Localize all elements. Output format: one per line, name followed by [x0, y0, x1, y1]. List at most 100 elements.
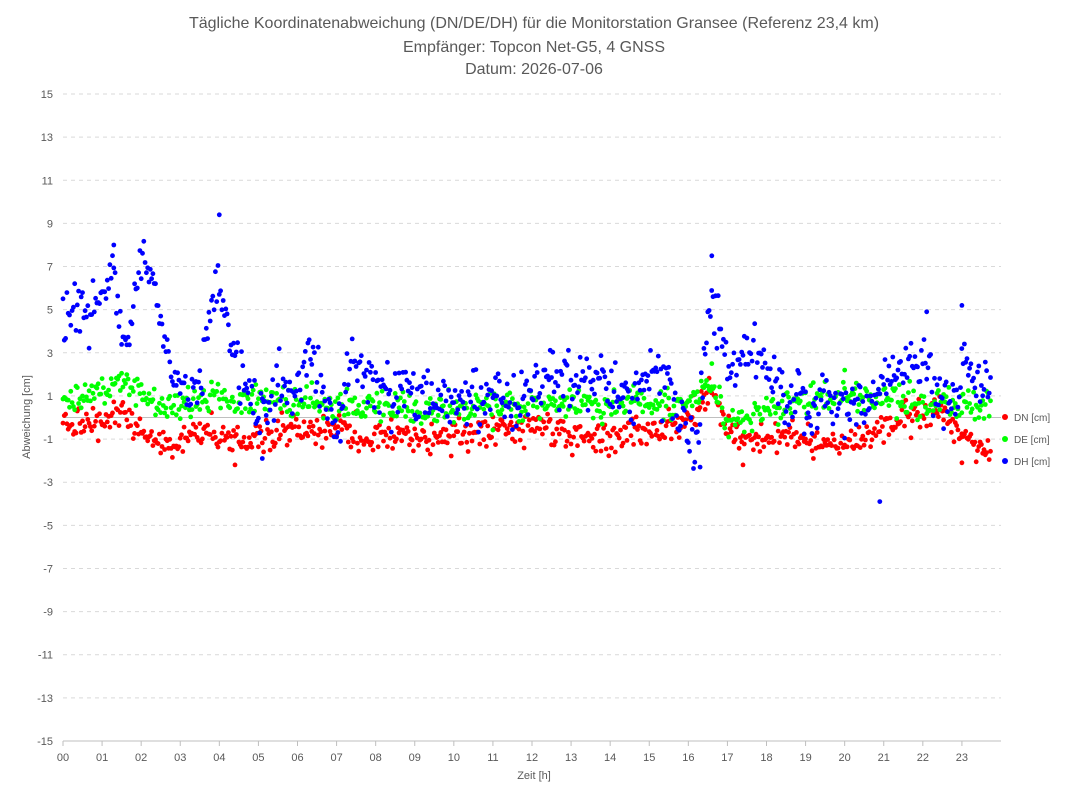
de-point — [438, 397, 444, 402]
dn-point — [305, 433, 311, 439]
de-point — [650, 402, 656, 408]
de-point — [907, 378, 913, 384]
dh-point — [456, 393, 462, 399]
de-point — [979, 402, 984, 408]
dn-point — [435, 440, 441, 445]
dn-point — [568, 441, 574, 447]
dn-point — [954, 423, 959, 428]
dn-point — [864, 424, 870, 430]
dn-point — [482, 419, 488, 425]
dh-point — [734, 372, 739, 378]
dh-point — [485, 392, 491, 398]
dn-point — [554, 426, 560, 432]
dh-point — [830, 421, 836, 427]
dh-point — [937, 376, 943, 381]
de-point — [964, 405, 970, 410]
dn-point — [955, 427, 961, 433]
dn-point — [728, 429, 734, 435]
de-point — [748, 420, 754, 426]
dh-point — [708, 314, 713, 319]
dh-point — [817, 387, 823, 393]
dh-point — [164, 337, 170, 342]
dn-point — [310, 423, 316, 429]
de-point — [427, 396, 433, 401]
dh-point — [216, 292, 222, 297]
de-point — [959, 410, 965, 416]
de-point — [767, 412, 773, 417]
dh-point — [447, 419, 453, 425]
dn-point — [464, 439, 470, 445]
dh-point — [142, 260, 148, 265]
dh-point — [426, 410, 432, 416]
dh-point — [682, 407, 687, 413]
dh-point — [497, 378, 502, 384]
de-point — [704, 378, 709, 383]
dh-point — [963, 359, 969, 365]
de-point — [69, 400, 75, 405]
dh-point — [566, 347, 571, 353]
x-tick-label: 18 — [760, 752, 772, 764]
de-point — [306, 404, 312, 409]
dh-point — [631, 421, 636, 427]
dh-point — [837, 401, 842, 406]
dh-point — [500, 395, 506, 401]
dh-point — [968, 361, 974, 367]
dn-point — [973, 459, 979, 465]
dh-point — [203, 325, 209, 331]
dn-point — [451, 433, 457, 439]
dh-point — [327, 400, 333, 406]
dh-point — [696, 440, 702, 445]
dh-point — [360, 384, 365, 390]
de-point — [229, 394, 235, 400]
dn-point — [438, 430, 444, 435]
de-point — [886, 403, 892, 408]
dh-point — [188, 401, 194, 407]
dh-point — [967, 365, 972, 371]
dn-point — [693, 422, 699, 428]
dh-point — [715, 293, 721, 299]
dn-point — [430, 442, 436, 448]
de-point — [826, 406, 832, 411]
dh-point — [138, 276, 144, 282]
dn-point — [427, 451, 433, 457]
de-point — [197, 407, 203, 412]
dn-point — [771, 438, 777, 444]
de-point — [399, 408, 405, 414]
dh-point — [507, 400, 513, 405]
de-point — [671, 403, 677, 409]
dh-point — [158, 313, 164, 319]
dh-point — [939, 395, 945, 401]
dn-point — [407, 442, 412, 448]
dh-point — [85, 303, 91, 309]
dn-point — [265, 427, 270, 432]
dh-point — [335, 430, 341, 435]
de-point — [150, 397, 156, 402]
dn-point — [786, 429, 791, 435]
dh-point — [783, 409, 789, 414]
dh-point — [958, 385, 963, 390]
dh-point — [510, 427, 515, 432]
y-axis-ticks: 15 13 11 9 7 5 3 1 -1 -3 -5 -7 -9 -11 -13 -15 — [37, 89, 53, 748]
dn-point — [233, 432, 239, 437]
dn-point — [721, 411, 726, 417]
dh-point — [560, 393, 566, 399]
dh-point — [312, 350, 317, 355]
dh-point — [921, 337, 927, 342]
dh-point — [839, 392, 845, 397]
dh-point — [365, 399, 371, 405]
dn-point — [84, 411, 89, 417]
y-tick-label: 5 — [47, 305, 53, 317]
de-point — [304, 384, 309, 389]
dh-point — [136, 270, 142, 276]
dh-point — [267, 407, 273, 413]
dh-point — [438, 392, 444, 398]
de-point — [206, 408, 212, 414]
dh-point — [639, 377, 644, 383]
dh-point — [408, 390, 414, 396]
dh-point — [972, 385, 978, 391]
dh-point — [418, 383, 424, 389]
x-tick-label: 14 — [604, 752, 616, 764]
de-point — [287, 407, 293, 413]
dn-point — [91, 423, 97, 429]
dh-point — [275, 382, 281, 388]
